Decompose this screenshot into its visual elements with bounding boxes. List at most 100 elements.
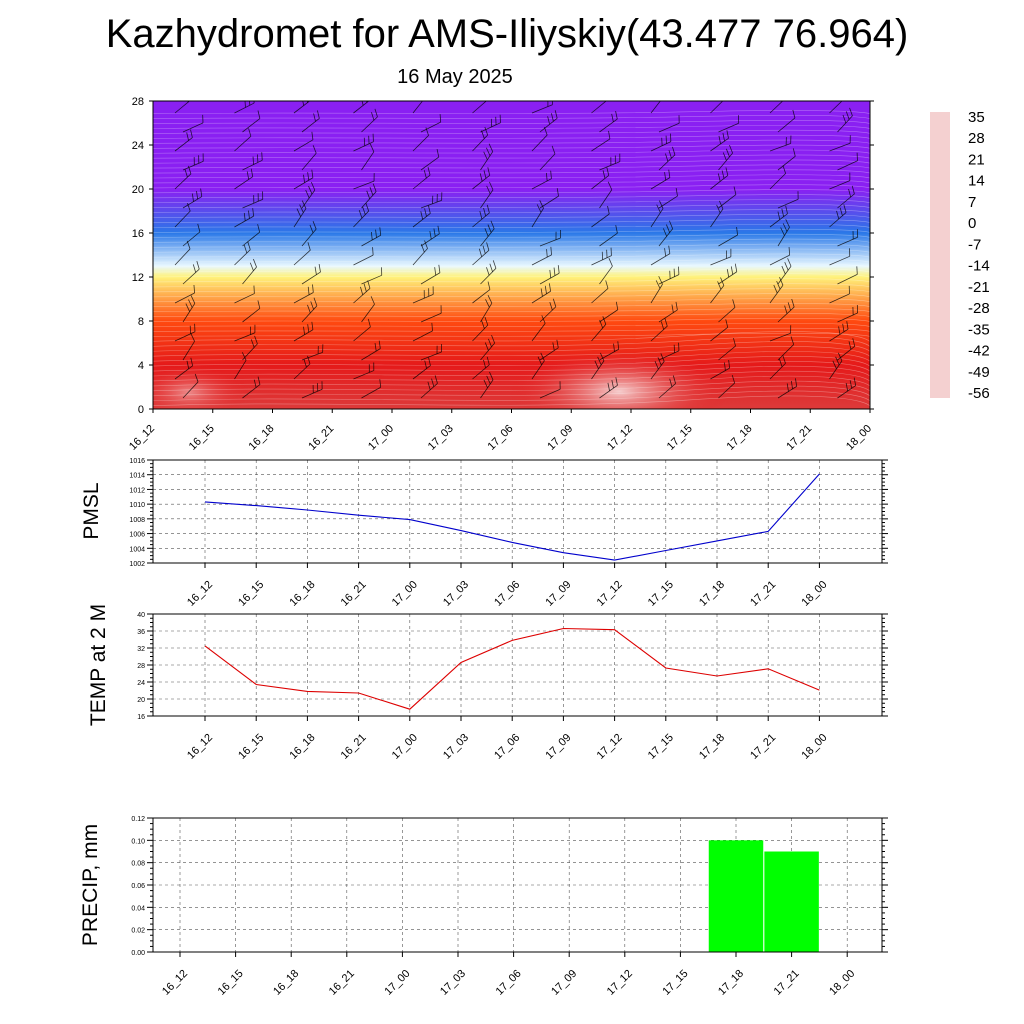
x-tick-label: 16_18: [247, 423, 277, 453]
wind-barb-flag: [436, 148, 440, 158]
wind-barb-flag: [374, 108, 378, 117]
contour-line: [153, 273, 870, 278]
contour-line: [153, 243, 870, 248]
y-tick-label: 40: [137, 612, 145, 619]
y-tick-label: 0.10: [131, 838, 145, 845]
contour-line: [153, 204, 870, 209]
y-tick-label: 20: [137, 697, 145, 704]
wind-barb-flag: [378, 340, 381, 349]
wind-barb: [777, 344, 794, 361]
wind-barb-flag: [244, 101, 246, 108]
colorbar-label: 0: [968, 215, 976, 232]
wind-barb: [777, 227, 790, 247]
wind-barb: [361, 116, 378, 133]
wind-barb-flag: [191, 193, 194, 202]
wind-barb: [531, 290, 551, 304]
wind-barb-flag: [725, 167, 729, 176]
wind-barb-flag: [312, 145, 317, 154]
wind-barb-flag: [602, 316, 607, 325]
wind-barb-flag: [305, 189, 310, 199]
wind-barb-flag: [303, 326, 305, 335]
wind-barb-flag: [600, 352, 605, 362]
x-tick-label: 17_00: [390, 732, 420, 762]
wind-barb-flag: [369, 91, 371, 99]
y-tick-label: 1010: [129, 502, 145, 509]
y-tick-label: 24: [137, 680, 145, 687]
wind-barb-flag: [486, 204, 490, 213]
wind-barb-flag: [611, 113, 614, 122]
wind-barb-flag: [668, 245, 671, 254]
y-tick-label: 0.12: [131, 816, 145, 823]
y-tick-label: 28: [137, 663, 145, 670]
wind-barb-flag: [729, 144, 733, 154]
x-tick-label: 17_00: [390, 579, 420, 609]
wind-barb-flag: [553, 267, 556, 276]
wind-barb-flag: [434, 375, 438, 384]
contour-lines: [153, 110, 870, 407]
wind-barb: [472, 250, 490, 266]
y-tick-label: 1004: [129, 546, 145, 553]
wind-barb: [718, 382, 735, 399]
wind-barb: [829, 328, 849, 342]
wind-barb-flag: [257, 300, 261, 309]
wind-barb: [710, 101, 724, 114]
wind-barb-flag: [781, 265, 786, 275]
y-tick-label: 1012: [129, 487, 145, 494]
wind-barb-flag: [358, 209, 363, 219]
x-tick-label: 18_00: [799, 579, 829, 609]
page-subtitle: 16 May 2025: [397, 66, 513, 88]
wind-barb-flag: [192, 264, 197, 273]
wind-barb-flag: [257, 110, 261, 119]
wind-barb: [242, 308, 261, 323]
x-tick-label: 17_18: [716, 968, 746, 998]
x-tick-label: 16_15: [236, 579, 266, 609]
wind-barb-flag: [310, 92, 312, 100]
wind-barb-flag: [438, 264, 441, 273]
wind-barb: [837, 385, 856, 399]
wind-barb-flag: [479, 173, 483, 182]
wind-barb-flag: [787, 258, 792, 267]
wind-barb-flag: [781, 101, 783, 102]
wind-barb-flag: [548, 283, 552, 292]
wind-barb-flag: [736, 226, 738, 236]
wind-barb: [777, 306, 795, 323]
y-tick-label: 1002: [129, 561, 145, 568]
y-tick-label: 0.06: [131, 883, 145, 890]
wind-barb: [242, 159, 263, 171]
wind-barb: [658, 350, 680, 361]
wind-barb-flag: [664, 318, 668, 327]
wind-barb: [472, 289, 491, 304]
wind-barb-flag: [489, 263, 493, 272]
wind-barb: [480, 189, 494, 209]
wind-barb: [718, 307, 736, 323]
wind-barb-flag: [427, 381, 431, 390]
wind-barb: [769, 363, 786, 380]
wind-barb: [472, 175, 491, 190]
wind-barb-flag: [660, 321, 665, 330]
wind-barb: [769, 213, 788, 228]
panel-frame: [152, 459, 883, 564]
wind-barb: [182, 231, 201, 247]
wind-barb-flag: [724, 362, 726, 371]
wind-barb-flag: [369, 143, 375, 152]
x-tick-label: 16_18: [287, 732, 317, 762]
wind-barb: [777, 198, 799, 209]
wind-barb-flag: [849, 380, 853, 389]
wind-barb: [829, 142, 851, 152]
wind-barb-flag: [784, 262, 789, 271]
wind-barb-flag: [599, 319, 604, 329]
wind-barb: [837, 312, 858, 323]
wind-barb-flag: [246, 171, 250, 180]
wind-barb-flag: [668, 169, 671, 178]
wind-barb: [480, 228, 495, 247]
wind-barb: [412, 213, 431, 228]
wind-barb-flag: [317, 110, 320, 119]
wind-barb-flag: [551, 113, 554, 122]
x-tick-label: 16_15: [236, 732, 266, 762]
wind-barb-flag: [190, 357, 194, 366]
x-tick-label: 16_21: [339, 732, 369, 762]
wind-barb-flag: [196, 191, 199, 200]
contour-line: [153, 332, 870, 337]
colorbar-label: -42: [968, 343, 990, 360]
wind-barb-flag: [431, 378, 435, 387]
